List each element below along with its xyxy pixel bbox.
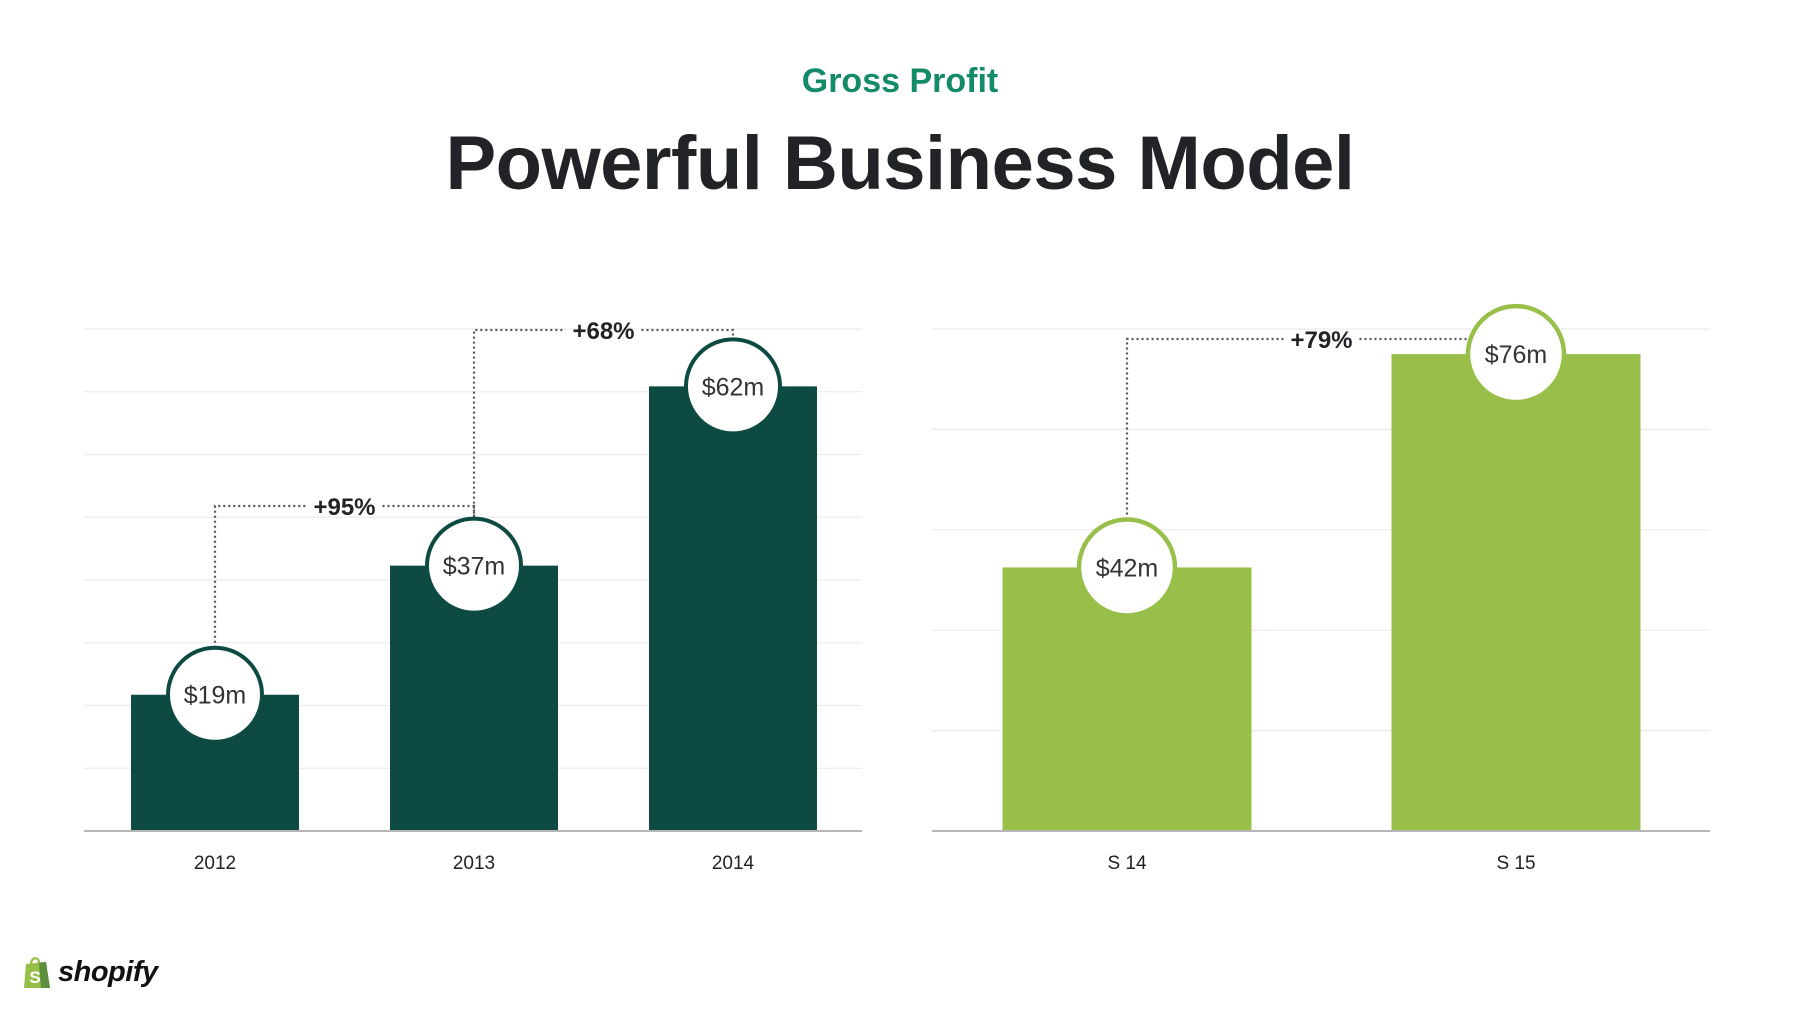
shopify-logo: S shopify: [22, 952, 158, 992]
brand-name: shopify: [58, 955, 158, 988]
growth-connector: [1125, 337, 1284, 520]
data-label: $76m: [1485, 341, 1548, 369]
x-tick-label: 2013: [453, 853, 495, 874]
x-tick-label: 2014: [712, 853, 755, 874]
value-ring: [425, 516, 523, 615]
bar-2014: [649, 386, 817, 831]
chart-subtitle: Gross Profit: [801, 62, 999, 100]
svg-text:S: S: [29, 968, 40, 987]
chart-left-yearly: +95% +68% $19m $37m $62m 2012 2013 2014: [84, 318, 862, 874]
data-label: $42m: [1096, 554, 1159, 582]
value-ring: [1076, 517, 1178, 618]
data-label: $37m: [443, 553, 506, 581]
x-tick-label: 2012: [194, 853, 236, 874]
growth-label: +68%: [572, 318, 634, 345]
growth-connector: [382, 504, 476, 519]
growth-connector: [472, 328, 566, 519]
bar-s-15: [1391, 354, 1641, 831]
value-ring: [1465, 303, 1567, 405]
growth-label: +95%: [313, 494, 375, 521]
chart-right-seasonal: +79% $42m $76m S 14 S 15: [932, 303, 1710, 874]
growth-label: +79%: [1290, 327, 1352, 354]
x-tick-label: S 15: [1496, 853, 1535, 874]
shopping-bag-icon: S: [24, 957, 50, 988]
data-label: $62m: [702, 373, 765, 401]
data-label: $19m: [184, 682, 247, 710]
page-title: Powerful Business Model: [445, 121, 1355, 206]
growth-connector: [213, 504, 307, 648]
x-tick-label: S 14: [1107, 853, 1147, 874]
value-ring: [684, 337, 782, 436]
growth-connector: [641, 328, 735, 340]
value-ring: [166, 645, 264, 744]
